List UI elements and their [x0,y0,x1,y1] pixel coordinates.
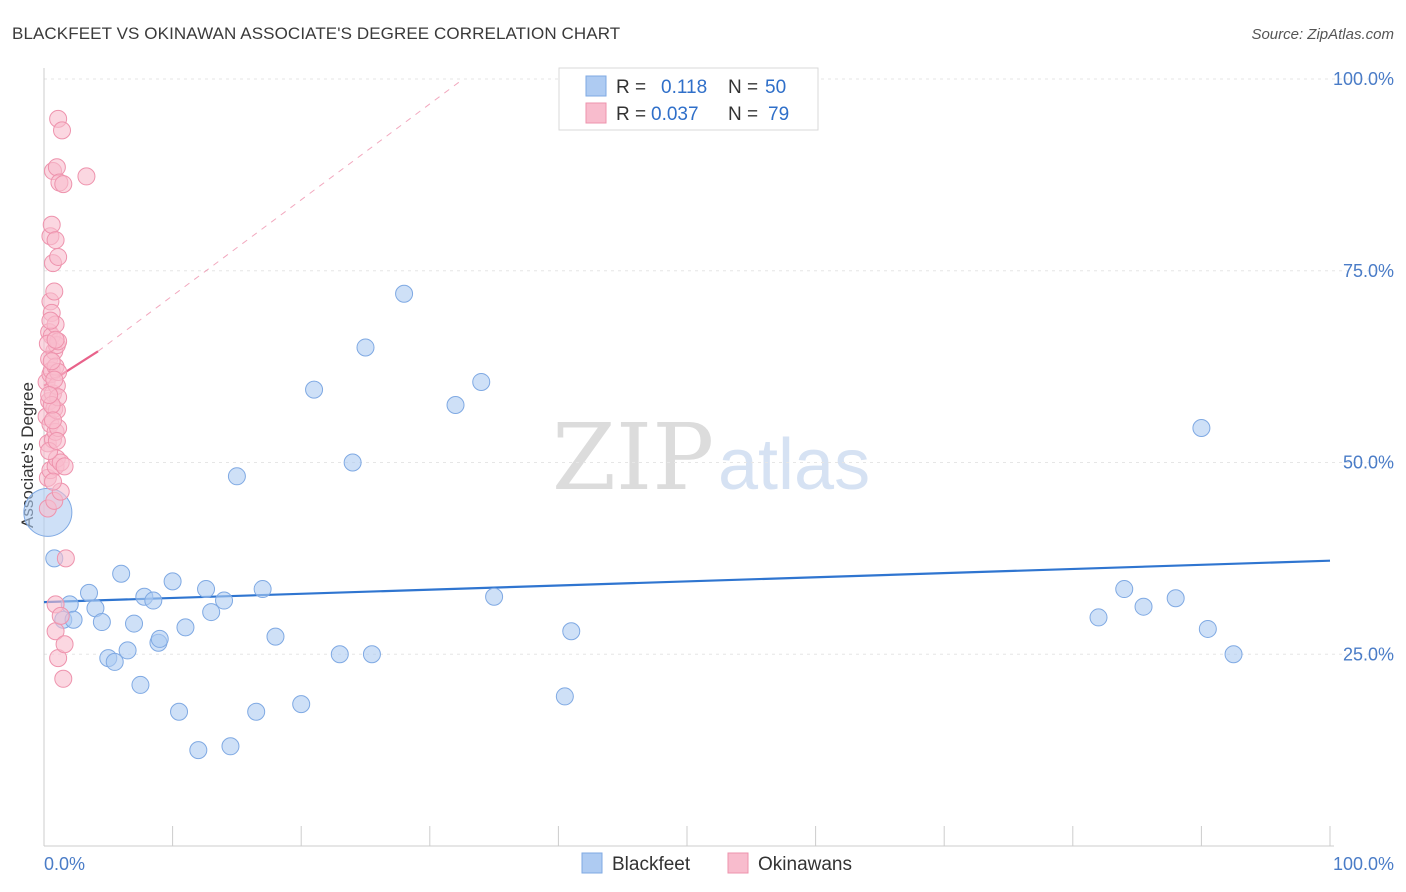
trend-line-0 [43,559,1331,604]
point-blackfeet-29 [266,627,285,646]
point-okinawans-58 [44,472,63,491]
point-blackfeet-45 [1166,589,1185,608]
y-tick-label-1: 75.0% [1343,261,1394,281]
point-okinawans-48 [53,121,72,140]
bottom-legend-swatch-blackfeet [581,852,603,874]
point-blackfeet-27 [247,702,266,721]
watermark: ZIP atlas [552,404,870,511]
point-blackfeet-40 [555,687,574,706]
point-blackfeet-18 [163,572,182,591]
point-blackfeet-21 [189,741,208,760]
legend-r-label-2: R = [616,104,646,125]
point-okinawans-53 [56,549,75,568]
point-okinawans-64 [47,432,66,451]
point-blackfeet-46 [1192,418,1211,437]
point-okinawans-63 [46,330,65,349]
bottom-legend-label-okinawans: Okinawans [758,854,852,875]
point-okinawans-32 [47,158,66,177]
point-okinawans-61 [42,352,61,371]
x-axis-ticks [43,826,1331,846]
point-blackfeet-30 [292,695,311,714]
point-blackfeet-42 [1089,608,1108,627]
y-axis-label: Associate's Degree [18,382,37,528]
point-blackfeet-17 [150,629,169,648]
trend-extension-1 [97,78,464,352]
point-okinawans-21 [45,282,64,301]
legend-r-value-2: 0.037 [651,104,699,125]
point-blackfeet-31 [305,380,324,399]
point-blackfeet-26 [227,467,246,486]
point-blackfeet-47 [1198,619,1217,638]
point-okinawans-38 [49,247,68,266]
point-blackfeet-43 [1115,580,1134,599]
y-tick-label-3: 25.0% [1343,644,1394,664]
point-okinawans-49 [54,175,73,194]
point-blackfeet-36 [395,284,414,303]
chart-title: BLACKFEET VS OKINAWAN ASSOCIATE'S DEGREE… [12,24,620,43]
y-axis-tick-labels: 100.0% 75.0% 50.0% 25.0% [1333,69,1394,664]
point-blackfeet-41 [562,622,581,641]
point-blackfeet-39 [485,587,504,606]
point-blackfeet-38 [472,372,491,391]
watermark-zip: ZIP [552,404,714,511]
bottom-legend-swatch-okinawans [727,852,749,874]
bottom-legend: Blackfeet Okinawans [581,852,852,875]
point-blackfeet-20 [176,618,195,637]
point-blackfeet-34 [356,338,375,357]
legend-r-value-1: 0.118 [661,77,707,98]
point-blackfeet-48 [1224,645,1243,664]
point-blackfeet-35 [362,645,381,664]
point-okinawans-59 [45,370,64,389]
point-blackfeet-22 [197,580,216,599]
point-okinawans-52 [55,635,74,654]
gridlines [44,78,1394,655]
point-okinawans-62 [44,411,63,430]
bottom-legend-label-blackfeet: Blackfeet [612,854,691,875]
point-blackfeet-33 [343,453,362,472]
legend-swatch-blackfeet [585,75,607,97]
point-okinawans-13 [42,215,61,234]
trend-lines [43,78,1331,604]
legend-n-label-1: N = [728,77,758,98]
point-blackfeet-32 [330,645,349,664]
point-okinawans-25 [46,231,65,250]
point-okinawans-50 [54,669,73,688]
x-tick-label-min: 0.0% [44,854,85,874]
y-tick-label-2: 50.0% [1343,453,1394,473]
chart-source: Source: ZipAtlas.com [1251,26,1394,43]
legend-n-label-2: N = [728,104,758,125]
legend-n-value-2: 79 [768,104,789,125]
legend-n-value-1: 50 [765,77,786,98]
legend-r-label-1: R = [616,77,646,98]
point-blackfeet-10 [112,564,131,583]
point-blackfeet-11 [118,641,137,660]
point-blackfeet-7 [92,613,111,632]
point-blackfeet-25 [221,737,240,756]
point-blackfeet-13 [131,675,150,694]
point-blackfeet-15 [144,591,163,610]
point-blackfeet-12 [125,614,144,633]
point-okinawans-47 [51,606,70,625]
data-points [23,109,1243,760]
watermark-atlas: atlas [718,425,870,505]
point-blackfeet-23 [202,603,221,622]
y-tick-label-0: 100.0% [1333,69,1394,89]
point-blackfeet-19 [170,702,189,721]
point-blackfeet-5 [80,583,99,602]
x-tick-label-max: 100.0% [1333,854,1394,874]
point-blackfeet-24 [215,591,234,610]
point-blackfeet-37 [446,395,465,414]
point-blackfeet-44 [1134,597,1153,616]
point-okinawans-60 [41,311,60,330]
legend-box: R = 0.118 N = 50 R = 0.037 N = 79 [558,67,819,131]
point-okinawans-65 [40,386,59,405]
point-okinawans-51 [55,457,74,476]
point-blackfeet-9 [105,652,124,671]
point-blackfeet-28 [253,580,272,599]
point-okinawans-54 [77,167,96,186]
legend-swatch-okinawans [585,102,607,124]
